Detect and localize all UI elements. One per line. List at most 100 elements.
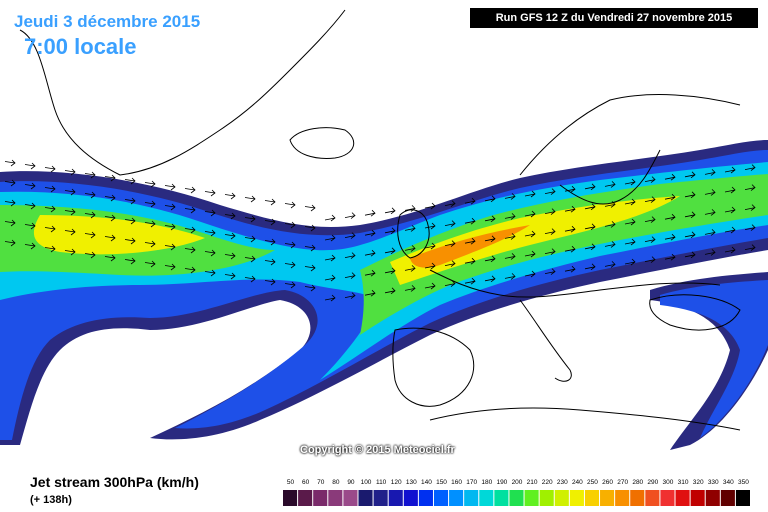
wind-arrow	[744, 184, 756, 191]
jet-yellow-core-west	[33, 215, 205, 255]
scale-label: 240	[571, 479, 583, 486]
scale-label: 90	[347, 479, 355, 486]
wind-arrow	[564, 185, 576, 193]
wind-arrow	[324, 274, 336, 282]
scale-label: 60	[302, 479, 310, 486]
wind-arrow	[444, 200, 456, 207]
wind-arrow	[184, 186, 196, 194]
wind-arrow	[604, 241, 616, 248]
wind-arrow	[364, 209, 376, 217]
wind-arrow	[144, 220, 156, 228]
wind-arrow	[724, 226, 736, 234]
wind-arrow	[144, 240, 156, 248]
wind-arrow	[184, 206, 196, 214]
wind-arrow	[284, 221, 296, 229]
scale-label: 160	[451, 479, 463, 486]
wind-arrow	[284, 241, 296, 249]
wind-arrow	[224, 232, 236, 240]
wind-arrow	[704, 209, 716, 216]
wind-arrow	[484, 255, 496, 263]
wind-arrow	[144, 200, 156, 208]
wind-arrow	[624, 218, 636, 226]
wind-arrow	[704, 249, 716, 256]
jet-blue-band-south	[660, 280, 768, 438]
scale-swatch	[509, 490, 524, 506]
wind-arrow	[284, 201, 296, 209]
wind-arrow	[424, 242, 436, 250]
wind-arrow	[404, 245, 416, 252]
wind-arrow	[324, 234, 336, 242]
wind-arrow	[404, 205, 416, 212]
wind-arrow	[84, 211, 96, 219]
wind-arrow	[24, 222, 36, 230]
wind-arrow	[384, 227, 396, 235]
wind-arrow	[264, 218, 276, 226]
scale-swatch	[615, 490, 630, 506]
coastlines	[19, 9, 741, 431]
wind-arrow	[304, 264, 316, 272]
wind-arrow	[604, 181, 616, 188]
wind-arrow	[704, 189, 716, 196]
model-run-label: Run GFS 12 Z du Vendredi 27 novembre 201…	[470, 8, 758, 28]
wind-arrow	[464, 237, 476, 245]
wind-arrow	[704, 229, 716, 236]
wind-arrow	[364, 249, 376, 257]
wind-arrow	[404, 265, 416, 272]
wind-arrow	[524, 230, 536, 238]
wind-arrow	[224, 272, 236, 280]
wind-arrow	[744, 204, 756, 211]
scale-label: 70	[317, 479, 325, 486]
wind-arrow	[744, 244, 756, 251]
jet-stream-map	[0, 9, 768, 450]
wind-arrow	[124, 177, 136, 185]
wind-arrow	[644, 216, 656, 223]
wind-arrow	[584, 263, 596, 271]
wind-arrow	[224, 252, 236, 260]
wind-arrow	[304, 204, 316, 212]
wind-arrow	[384, 267, 396, 275]
wind-arrow	[584, 243, 596, 251]
wind-arrow	[204, 229, 216, 237]
wind-arrow	[204, 269, 216, 277]
wind-arrow	[124, 217, 136, 225]
wind-arrow	[104, 234, 116, 242]
wind-arrow	[724, 206, 736, 214]
scale-swatch	[328, 490, 343, 506]
wind-arrow	[44, 225, 56, 233]
wind-arrow	[464, 277, 476, 285]
wind-arrow	[624, 178, 636, 186]
wind-arrow	[304, 224, 316, 232]
wind-arrow	[644, 196, 656, 203]
scale-swatch	[433, 490, 449, 506]
scale-label: 100	[360, 479, 372, 486]
wind-arrow	[524, 270, 536, 278]
wind-arrow	[724, 246, 736, 254]
scale-swatch	[524, 490, 539, 506]
wind-arrow	[324, 254, 336, 262]
wind-arrow	[324, 294, 336, 302]
wind-arrow	[144, 260, 156, 268]
scale-swatch	[313, 490, 328, 506]
scale-label: 270	[617, 479, 629, 486]
wind-arrow	[544, 228, 556, 235]
scale-swatch	[690, 490, 705, 506]
scale-swatch	[720, 490, 735, 506]
wind-arrow	[544, 188, 556, 195]
scale-swatch	[660, 490, 675, 506]
wind-arrow	[564, 245, 576, 253]
wind-arrow	[624, 258, 636, 266]
wind-arrow	[604, 261, 616, 268]
jet-stream-band	[0, 140, 768, 450]
wind-arrow	[424, 202, 436, 210]
wind-arrow	[324, 214, 336, 222]
scale-label: 140	[420, 479, 432, 486]
scale-swatch	[358, 490, 373, 506]
legend-subtitle: (+ 138h)	[30, 494, 72, 506]
iberia-coast	[392, 327, 475, 407]
scale-label: 150	[436, 479, 447, 486]
scale-label: 310	[677, 479, 689, 486]
scale-label: 110	[375, 479, 387, 486]
wind-arrow	[484, 275, 496, 283]
scale-label: 220	[541, 479, 553, 486]
wind-arrow	[84, 251, 96, 259]
